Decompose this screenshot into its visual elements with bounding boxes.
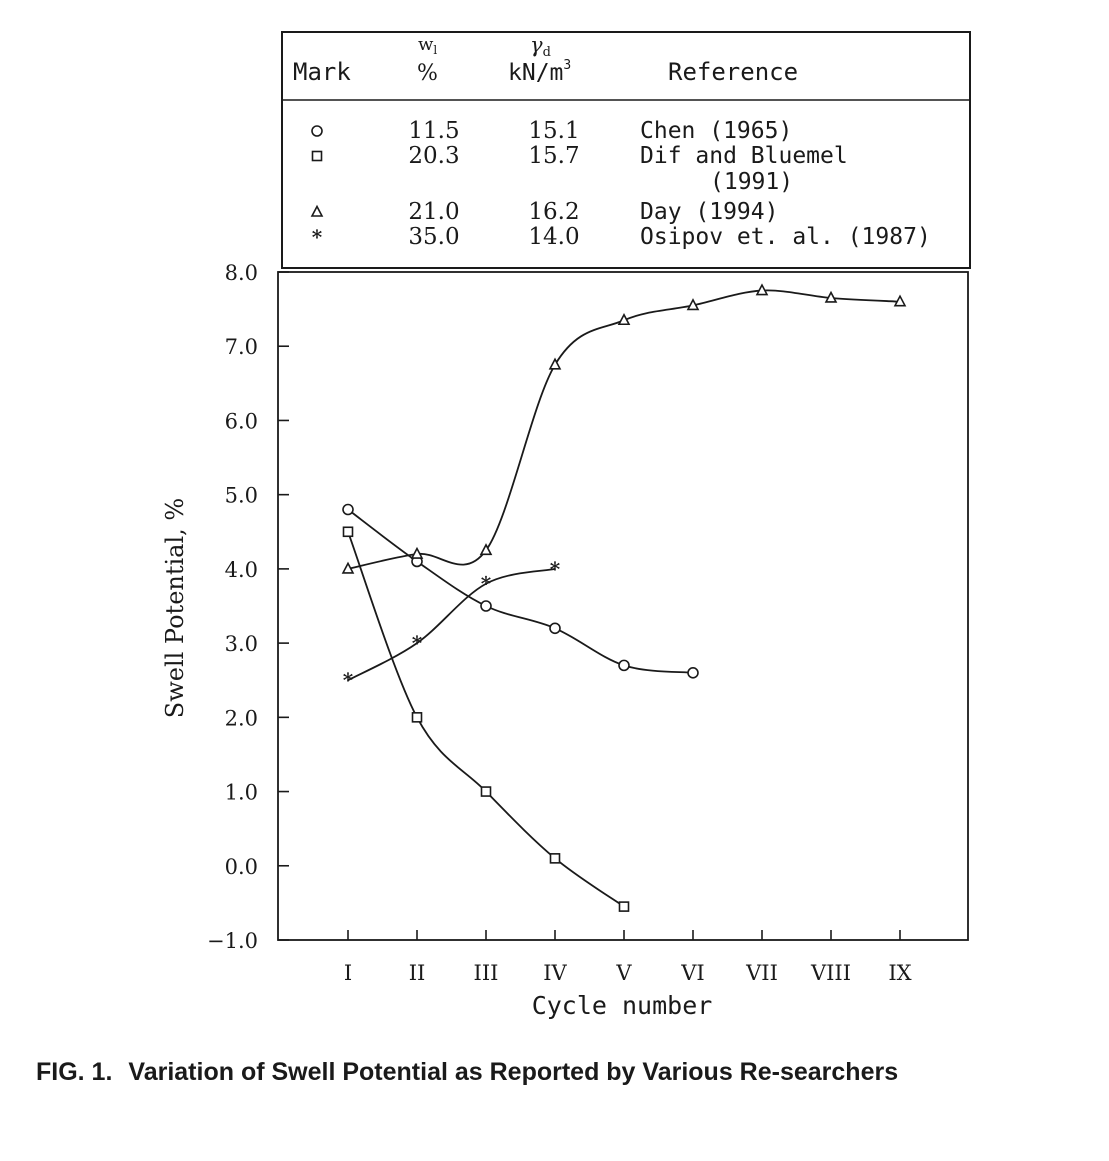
data-point-star: * [412,631,423,655]
data-point-triangle [755,283,769,296]
x-axis-label: Cycle number [532,991,713,1020]
legend-row-gd: 15.7 [528,143,579,169]
x-tick-label: VIII [810,961,851,985]
data-point-square [549,853,561,864]
header-wl-symbol: wl [418,34,437,57]
data-point-triangle [617,313,631,326]
data-point-triangle [824,290,838,303]
x-tick-label: II [409,961,426,985]
series-curves [347,289,901,908]
data-point-circle [549,622,561,635]
legend-row: 11.5 15.1 Chen (1965) [311,118,792,144]
data-point-circle [618,659,630,672]
data-point-square [618,901,630,912]
plot-frame [277,271,969,941]
data-point-triangle [479,543,493,556]
legend-row-wl: 35.0 [408,224,459,250]
x-axis-ticks: I II III IV V VI VII VIII IX [344,930,912,985]
y-tick-label: 3.0 [225,632,258,656]
y-tick-label: 7.0 [225,335,258,359]
data-point-triangle [410,546,424,559]
data-point-circle [480,600,492,612]
square-marker-icon [311,150,323,162]
plot-area: −1.00.01.02.03.04.05.06.07.08.0 I II III IV… [161,261,969,1020]
header-reference: Reference [668,58,798,86]
legend-row-gd: 16.2 [528,199,579,225]
data-point-circle [687,666,699,679]
legend-row-reference: Chen (1965) [640,118,792,144]
legend-row: 20.3 15.7 Dif and Bluemel(1991) [311,143,848,195]
figure-caption: FIG. 1. Variation of Swell Potential as R… [36,1056,1086,1088]
legend-row-wl: 11.5 [408,118,459,144]
y-tick-label: 2.0 [225,706,258,730]
header-gd-unit: kN/m3 [508,58,571,86]
legend-table-border [281,31,971,269]
x-tick-label: VI [680,961,704,985]
y-tick-label: 8.0 [225,261,258,285]
legend-row-wl: 20.3 [408,143,459,169]
series-line-square [347,531,625,908]
data-point-star: * [343,668,354,692]
legend-row: * 35.0 14.0 Osipov et. al. (1987) [312,224,931,250]
legend-row-gd: 15.1 [528,118,579,144]
header-wl-unit: % [417,61,438,86]
header-gd-symbol: γd [530,33,551,60]
legend-row-reference: Osipov et. al. (1987) [640,224,931,250]
x-tick-label: IX [888,961,911,985]
x-tick-label: VII [745,961,778,985]
data-point-square [411,712,423,723]
y-tick-label: 6.0 [225,409,258,433]
data-point-triangle [341,561,355,574]
legend-table: Mark wl % γd kN/m3 Reference 11.5 15.1 Che… [281,31,971,269]
series-line-triangle [347,289,901,570]
y-tick-label: −1.0 [207,929,258,953]
data-point-triangle [893,294,907,307]
legend-row: 21.0 16.2 Day (1994) [310,199,778,225]
star-marker-icon: * [312,225,323,249]
legend-row-reference: Day (1994) [640,199,778,225]
series-line-circle [347,508,694,674]
y-axis-label: Swell Potential, % [161,498,189,718]
data-point-square [342,526,354,538]
data-point-square [480,786,492,797]
legend-row-wl: 21.0 [408,199,459,225]
data-point-circle [342,503,354,516]
legend-rows: 11.5 15.1 Chen (1965) 20.3 15.7 Dif and Bluem… [310,118,931,250]
legend-row-reference: Dif and Bluemel [640,143,848,169]
x-tick-label: IV [543,961,567,985]
header-mark: Mark [293,58,351,86]
caption-text: Variation of Swell Potential as Reported… [128,1058,899,1086]
legend-row-gd: 14.0 [528,224,579,250]
circle-marker-icon [311,125,323,137]
x-tick-label: III [474,961,499,985]
data-point-star: * [481,572,492,596]
data-point-triangle [686,298,700,311]
y-tick-label: 1.0 [225,781,258,805]
series-markers: * * * * [341,283,907,912]
triangle-marker-icon [310,204,324,217]
y-axis-ticks: −1.0 0.0 1.0 2.0 3.0 4.0 5.0 6.0 7.0 8.0 [207,261,289,953]
data-point-triangle [548,357,562,370]
caption-label: FIG. 1. [36,1058,113,1086]
legend-row-reference: (1991) [710,169,793,195]
x-tick-label: V [615,961,632,985]
y-tick-label: 4.0 [225,558,258,582]
data-point-star: * [550,557,561,581]
y-tick-label: 0.0 [225,855,258,879]
y-tick-label: 5.0 [225,484,258,508]
series-line-star [347,568,556,682]
x-tick-label: I [344,961,352,985]
